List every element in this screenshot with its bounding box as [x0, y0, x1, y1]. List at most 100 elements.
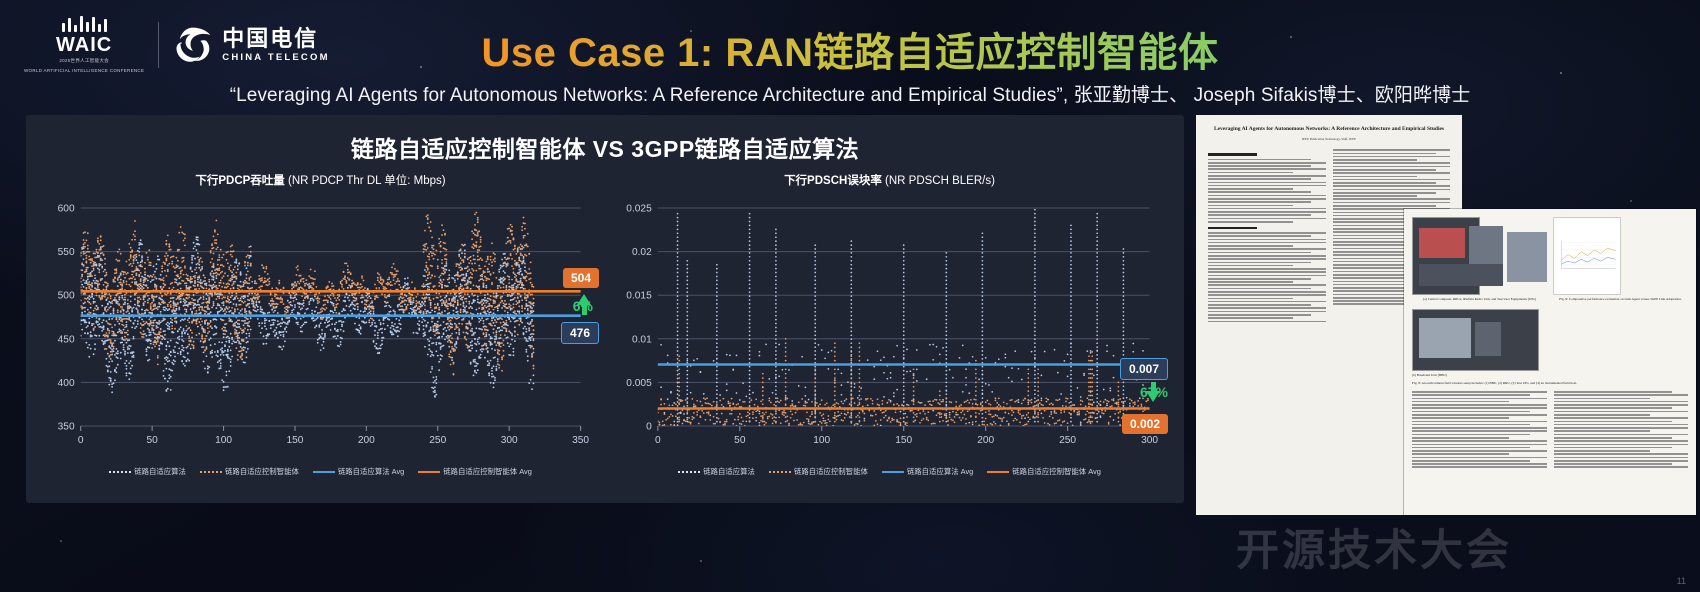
mini-chart-figure — [1553, 217, 1621, 295]
china-telecom-name-cn: 中国电信 — [222, 27, 329, 50]
legend-throughput: 链路自适应算法 链路自适应控制智能体 链路自适应算法 Avg 链路自适应控制智能… — [36, 466, 605, 477]
page-number: 11 — [1676, 576, 1686, 586]
china-telecom-logo: 中国电信 CHINA TELECOM — [173, 26, 329, 64]
svg-text:50: 50 — [146, 435, 158, 446]
legend-swatch-dotted-orange-icon — [768, 470, 791, 473]
paper-column-left — [1208, 149, 1326, 324]
page-subtitle: “Leveraging AI Agents for Autonomous Net… — [229, 85, 1471, 106]
legend-swatch-dotted-orange-icon — [199, 470, 222, 473]
lab-photo-bbu — [1412, 309, 1539, 371]
legend-item-b0: 链路自适应算法 — [678, 466, 755, 477]
series-points-throughput — [80, 211, 535, 398]
svg-text:300: 300 — [501, 435, 518, 446]
legend-swatch-line-orange-icon — [418, 470, 441, 473]
xticks-throughput — [80, 426, 582, 431]
paper-venue: IEEE Publication Technology, Staff, IEEE — [1302, 137, 1356, 142]
legend-label-1: 链路自适应控制智能体 — [224, 467, 299, 476]
legend-item-b3: 链路自适应控制智能体 Avg — [987, 466, 1101, 477]
legend-swatch-line-blue-icon — [312, 470, 335, 473]
svg-text:550: 550 — [58, 247, 75, 258]
chart-throughput-svg: 600 550 500 450 400 350 — [58, 204, 590, 446]
chart-bler-title-unit: (NR PDSCH BLER/s) — [885, 175, 995, 187]
svg-text:600: 600 — [58, 204, 75, 215]
chart-throughput-title: 下行PDCP吞吐量 (NR PDCP Thr DL 单位: Mbps) — [36, 172, 605, 188]
svg-text:350: 350 — [572, 435, 589, 446]
gridlines-y-bler — [657, 207, 1150, 427]
gain-percent-throughput: 6% — [572, 298, 593, 314]
chart-bler-plot: 0.025 0.02 0.015 0.01 0.005 0 — [605, 192, 1174, 464]
legend-item-2: 链路自适应算法 Avg — [312, 466, 405, 477]
logo-bar: WAIC 2025世界人工智能大会 WORLD ARTIFICIAL INTEL… — [24, 16, 330, 75]
svg-text:100: 100 — [215, 435, 232, 446]
legend-label-3: 链路自适应控制智能体 Avg — [443, 467, 532, 476]
comparison-panel: 链路自适应控制智能体 VS 3GPP链路自适应算法 下行PDCP吞吐量 (NR … — [26, 115, 1184, 503]
legend-item-b1: 链路自适应控制智能体 — [768, 466, 868, 477]
xtick-labels-bler: 0 50 100 150 200 250 300 — [655, 435, 1158, 446]
legend-swatch-dotted-white-icon — [678, 470, 701, 473]
legend-label-2: 链路自适应算法 Avg — [337, 467, 405, 476]
chart-bler-title: 下行PDSCH误块率 (NR PDSCH BLER/s) — [605, 172, 1174, 188]
paper-title: Leveraging AI Agents for Autonomous Netw… — [1213, 126, 1445, 132]
chart-bler-svg: 0.025 0.02 0.015 0.01 0.005 0 — [626, 204, 1158, 446]
series-points-bler — [657, 208, 1149, 426]
legend-label-b1: 链路自适应控制智能体 — [793, 467, 868, 476]
paper-column-right — [1332, 149, 1450, 324]
badge-agent-avg-bler: 0.002 — [1121, 414, 1168, 434]
legend-label-b2: 链路自适应算法 Avg — [906, 467, 974, 476]
chart-throughput-title-cn: 下行PDCP吞吐量 — [195, 175, 285, 187]
chart-throughput-plot: 600 550 500 450 400 350 — [36, 192, 605, 464]
logo-divider — [158, 22, 160, 69]
china-telecom-mark-icon — [176, 27, 211, 62]
figure-caption-b: Fig. 9: Comparative performance evaluati… — [1559, 297, 1682, 301]
page-title: Use Case 1: RAN链路自适应控制智能体 — [0, 20, 1700, 78]
figure-caption-bbu: (b) Baseband Unit (BBU) — [1412, 373, 1447, 377]
svg-text:400: 400 — [58, 378, 75, 389]
chart-bler: 下行PDSCH误块率 (NR PDSCH BLER/s) — [605, 172, 1174, 477]
legend-swatch-line-orange-icon — [987, 470, 1010, 473]
china-telecom-name-en: CHINA TELECOM — [222, 52, 329, 63]
legend-label-0: 链路自适应算法 — [134, 467, 186, 476]
waic-subtitle-en: WORLD ARTIFICIAL INTELLIGENCE CONFERENCE — [24, 68, 144, 75]
legend-item-1: 链路自适应控制智能体 — [199, 466, 299, 477]
svg-text:0: 0 — [78, 435, 84, 446]
lab-photo-a — [1412, 217, 1547, 295]
gain-indicator-throughput — [577, 294, 591, 315]
chart-throughput-title-unit: (NR PDCP Thr DL 单位: Mbps) — [288, 175, 446, 187]
waic-bars-icon — [61, 16, 107, 32]
svg-text:250: 250 — [429, 435, 446, 446]
chart-throughput: 下行PDCP吞吐量 (NR PDCP Thr DL 单位: Mbps) — [36, 172, 605, 477]
waic-logo: WAIC 2025世界人工智能大会 WORLD ARTIFICIAL INTEL… — [24, 16, 144, 75]
legend-label-b0: 链路自适应算法 — [703, 467, 755, 476]
badge-agent-avg-throughput: 504 — [562, 268, 599, 288]
waic-wordmark: WAIC — [56, 35, 112, 55]
legend-label-b3: 链路自适应控制智能体 Avg — [1012, 467, 1101, 476]
legend-swatch-dotted-white-icon — [109, 470, 132, 473]
gain-percent-bler: 67% — [1139, 384, 1168, 400]
legend-item-b2: 链路自适应算法 Avg — [881, 466, 974, 477]
chart-bler-title-cn: 下行PDSCH误块率 — [784, 175, 882, 187]
legend-bler: 链路自适应算法 链路自适应控制智能体 链路自适应算法 Avg 链路自适应控制智能… — [605, 466, 1174, 477]
watermark: 开源技术大会 — [1236, 527, 1512, 575]
charts-row: 下行PDCP吞吐量 (NR PDCP Thr DL 单位: Mbps) — [26, 164, 1184, 477]
xticks-bler — [657, 426, 1151, 431]
svg-text:200: 200 — [358, 435, 375, 446]
gain-indicator-bler — [1146, 382, 1160, 402]
yticks-throughput: 600 550 500 450 400 350 — [58, 204, 75, 433]
svg-text:450: 450 — [58, 334, 75, 345]
badge-3gpp-avg-throughput: 476 — [560, 322, 599, 344]
yticks-bler: 0.025 0.02 0.015 0.01 0.005 0 — [626, 204, 652, 433]
xtick-labels-throughput: 0 50 100 150 200 250 300 350 — [78, 435, 590, 446]
legend-item-3: 链路自适应控制智能体 Avg — [418, 466, 532, 477]
svg-text:150: 150 — [287, 435, 304, 446]
paper-columns — [1208, 149, 1450, 324]
legend-item-0: 链路自适应算法 — [109, 466, 186, 477]
waic-subtitle-cn: 2025世界人工智能大会 — [59, 58, 109, 65]
paper-figures-thumbnail[interactable]: (a) Central computer, RRUs, iPerfmu Radi… — [1404, 209, 1696, 515]
svg-text:350: 350 — [58, 422, 75, 433]
badge-3gpp-avg-bler: 0.007 — [1119, 358, 1168, 380]
svg-text:500: 500 — [58, 291, 75, 302]
figure-caption-fig1: Fig. 8: An environment field wireless se… — [1412, 381, 1577, 385]
panel-title: 链路自适应控制智能体 VS 3GPP链路自适应算法 — [350, 136, 860, 162]
legend-swatch-line-blue-icon — [881, 470, 904, 473]
